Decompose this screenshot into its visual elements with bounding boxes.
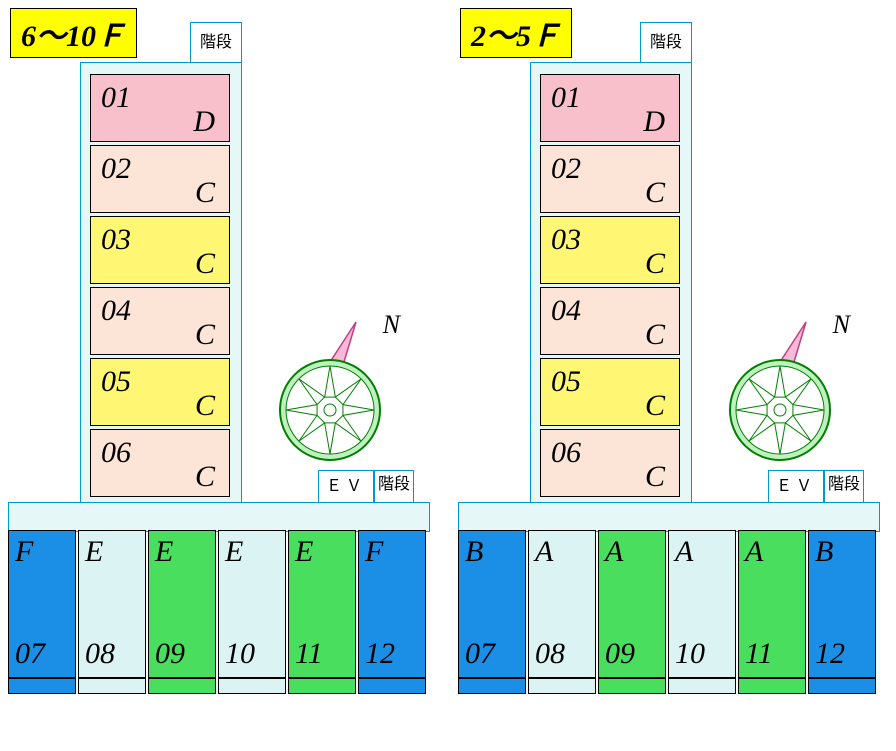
unit-number: 01 <box>101 81 131 115</box>
unit-number: 04 <box>101 294 131 328</box>
unit-type: D <box>193 105 215 139</box>
compass-icon: N <box>720 310 860 470</box>
compass-icon: N <box>270 310 410 470</box>
floor-plan: 2～5Ｆ階段 01 D 02 C 03 C 04 C 05 C 06 C ＥＶ階… <box>450 0 880 720</box>
unit-horizontal: E 10 <box>218 530 286 678</box>
compass-north-label: N <box>383 310 400 340</box>
unit-type: E <box>155 535 173 569</box>
compass-north-label: N <box>833 310 850 340</box>
unit-type: C <box>645 318 665 352</box>
unit-vertical: 03 C <box>540 216 680 284</box>
unit-vertical: 01 D <box>90 74 230 142</box>
unit-vertical: 05 C <box>540 358 680 426</box>
unit-number: 10 <box>675 637 705 671</box>
floor-plan: 6～10Ｆ 階段 01 D 02 C 03 C 04 C 05 C 06 C ＥＶ… <box>0 0 430 720</box>
unit-vertical: 02 C <box>90 145 230 213</box>
stair-label-top: 階段 <box>190 22 242 64</box>
unit-type: C <box>195 176 215 210</box>
unit-number: 08 <box>535 637 565 671</box>
unit-number: 04 <box>551 294 581 328</box>
unit-horizontal: B 07 <box>458 530 526 678</box>
unit-strip <box>528 678 596 694</box>
unit-vertical: 05 C <box>90 358 230 426</box>
unit-type: C <box>195 389 215 423</box>
plan-title: 6～10Ｆ <box>10 8 137 58</box>
unit-vertical: 04 C <box>540 287 680 355</box>
unit-horizontal: F 12 <box>358 530 426 678</box>
unit-number: 06 <box>551 436 581 470</box>
unit-number: 06 <box>101 436 131 470</box>
unit-type: A <box>745 535 763 569</box>
unit-number: 12 <box>815 637 845 671</box>
unit-strip <box>738 678 806 694</box>
unit-vertical: 02 C <box>540 145 680 213</box>
unit-strip <box>148 678 216 694</box>
unit-horizontal: A 10 <box>668 530 736 678</box>
plan-title: 2～5Ｆ <box>460 8 572 58</box>
unit-number: 07 <box>15 637 45 671</box>
unit-number: 05 <box>101 365 131 399</box>
unit-strip <box>458 678 526 694</box>
unit-strip <box>358 678 426 694</box>
unit-strip <box>218 678 286 694</box>
unit-type: F <box>365 535 383 569</box>
unit-vertical: 06 C <box>540 429 680 497</box>
unit-type: A <box>675 535 693 569</box>
unit-strip <box>8 678 76 694</box>
corridor-horizontal <box>8 502 430 532</box>
unit-horizontal: A 09 <box>598 530 666 678</box>
unit-vertical: 06 C <box>90 429 230 497</box>
unit-horizontal: A 08 <box>528 530 596 678</box>
unit-type: C <box>195 247 215 281</box>
unit-type: B <box>465 535 483 569</box>
unit-type: E <box>225 535 243 569</box>
unit-number: 11 <box>295 637 323 671</box>
unit-number: 09 <box>155 637 185 671</box>
unit-strip <box>288 678 356 694</box>
unit-number: 03 <box>101 223 131 257</box>
unit-type: F <box>15 535 33 569</box>
unit-number: 11 <box>745 637 773 671</box>
unit-type: A <box>605 535 623 569</box>
unit-number: 05 <box>551 365 581 399</box>
unit-number: 01 <box>551 81 581 115</box>
unit-type: C <box>195 318 215 352</box>
unit-type: A <box>535 535 553 569</box>
unit-horizontal: E 11 <box>288 530 356 678</box>
unit-strip <box>668 678 736 694</box>
unit-vertical: 01 D <box>540 74 680 142</box>
unit-number: 02 <box>551 152 581 186</box>
unit-number: 12 <box>365 637 395 671</box>
corridor-horizontal <box>458 502 880 532</box>
unit-strip <box>598 678 666 694</box>
unit-horizontal: F 07 <box>8 530 76 678</box>
unit-type: C <box>195 460 215 494</box>
unit-number: 03 <box>551 223 581 257</box>
unit-number: 02 <box>101 152 131 186</box>
unit-strip <box>808 678 876 694</box>
unit-type: C <box>645 176 665 210</box>
unit-type: C <box>645 460 665 494</box>
elevator-label: ＥＶ <box>768 470 824 504</box>
unit-vertical: 04 C <box>90 287 230 355</box>
unit-type: C <box>645 389 665 423</box>
unit-number: 10 <box>225 637 255 671</box>
unit-type: E <box>295 535 313 569</box>
unit-horizontal: E 08 <box>78 530 146 678</box>
unit-horizontal: E 09 <box>148 530 216 678</box>
unit-type: B <box>815 535 833 569</box>
elevator-label: ＥＶ <box>318 470 374 504</box>
unit-horizontal: A 11 <box>738 530 806 678</box>
unit-strip <box>78 678 146 694</box>
stair-label-top: 階段 <box>640 22 692 64</box>
unit-type: D <box>643 105 665 139</box>
unit-number: 07 <box>465 637 495 671</box>
unit-number: 09 <box>605 637 635 671</box>
unit-vertical: 03 C <box>90 216 230 284</box>
unit-number: 08 <box>85 637 115 671</box>
unit-horizontal: B 12 <box>808 530 876 678</box>
unit-type: C <box>645 247 665 281</box>
unit-type: E <box>85 535 103 569</box>
